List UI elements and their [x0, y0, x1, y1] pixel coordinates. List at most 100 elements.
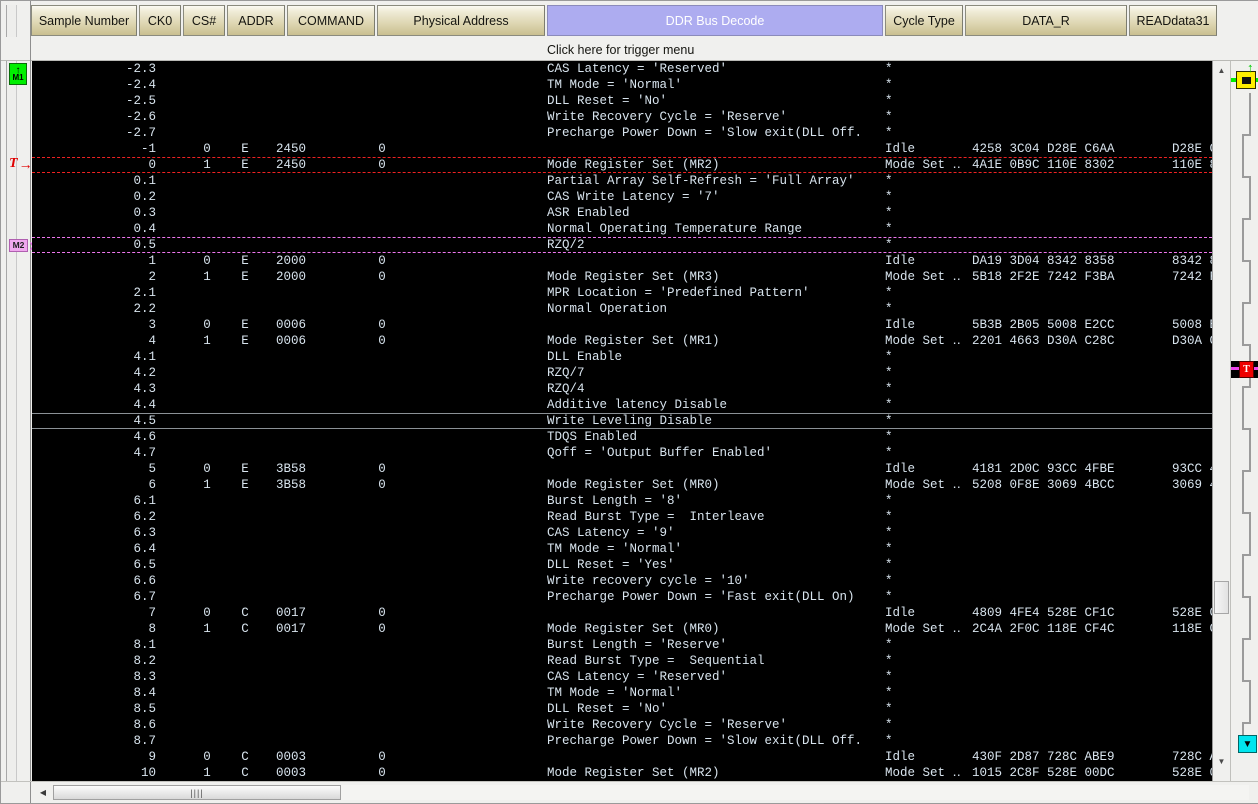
listing-row[interactable]: 6.6 Write recovery cycle = '10' *	[32, 573, 1212, 589]
vertical-scroll-thumb[interactable]	[1214, 581, 1229, 614]
cell-read: 118E CF	[1172, 622, 1212, 636]
scroll-left-button[interactable]: ◀	[39, 788, 47, 797]
listing-row[interactable]: -2.3 CAS Latency = 'Reserved' *	[32, 61, 1212, 77]
cell-sample: 8.3	[133, 670, 156, 684]
listing-row[interactable]: 4.7 Qoff = 'Output Buffer Enabled' *	[32, 445, 1212, 461]
column-header-ck0[interactable]: CK0	[139, 5, 181, 36]
listing-row[interactable]: 4.6 TDQS Enabled *	[32, 429, 1212, 445]
listing-row[interactable]: -2.4 TM Mode = 'Normal' *	[32, 77, 1212, 93]
listing-canvas[interactable]: -2.3 CAS Latency = 'Reserved' * -2.4 TM Mode…	[32, 61, 1212, 783]
cell-cycle: *	[885, 686, 893, 700]
listing-row[interactable]: 6 1 E 3B58 0 Mode Register Set (MR0) Mode Set …	[32, 477, 1212, 493]
cell-read: 5008 E2	[1172, 318, 1212, 332]
horizontal-scroll-thumb[interactable]: ||||	[53, 785, 341, 800]
trigger-menu-label[interactable]: Click here for trigger menu	[547, 43, 695, 57]
listing-row[interactable]: 2.2 Normal Operation *	[32, 301, 1212, 317]
listing-row[interactable]: 2.1 MPR Location = 'Predefined Pattern' *	[32, 285, 1212, 301]
listing-row[interactable]: 6.7 Precharge Power Down = 'Fast exit(DLL…	[32, 589, 1212, 605]
listing-row[interactable]: 8.6 Write Recovery Cycle = 'Reserve' *	[32, 717, 1212, 733]
column-header-data-r[interactable]: DATA_R	[965, 5, 1127, 36]
listing-row[interactable]: -2.7 Precharge Power Down = 'Slow exit(DL…	[32, 125, 1212, 141]
column-headers: Sample Number CK0 CS# ADDR COMMAND Physical A…	[31, 1, 1258, 41]
listing-row[interactable]: 8.5 DLL Reset = 'No' *	[32, 701, 1212, 717]
cell-cmd: 0	[378, 622, 386, 636]
m1-badge[interactable]: ↑ M1	[9, 63, 27, 85]
listing-row[interactable]: 0 1 E 2450 0 Mode Register Set (MR2) Mode Set …	[32, 157, 1212, 173]
listing-row[interactable]: 10 1 C 0003 0 Mode Register Set (MR2) Mode Set…	[32, 765, 1212, 781]
cell-cycle: Mode Set ‥	[885, 270, 961, 284]
cell-read: 93CC 4F	[1172, 462, 1212, 476]
cell-cmd: 0	[378, 158, 386, 172]
marker-trigger[interactable]: T →	[9, 156, 33, 172]
listing-row[interactable]: 0.5 RZQ/2 *	[32, 237, 1212, 253]
listing-row[interactable]: 7 0 C 0017 0 Idle 4809 4FE4 528E CF1C 528E CF	[32, 605, 1212, 621]
trigger-bar-gutter	[1, 41, 31, 61]
cell-sample: 4	[148, 334, 156, 348]
cell-addr: 2000	[275, 270, 306, 284]
cell-read: 8342 83	[1172, 254, 1212, 268]
listing-row[interactable]: 3 0 E 0006 0 Idle 5B3B 2B05 5008 E2CC 5008 E2	[32, 317, 1212, 333]
listing-row[interactable]: 6.5 DLL Reset = 'Yes' *	[32, 557, 1212, 573]
cell-cs: E	[241, 254, 249, 268]
listing-row[interactable]: 4 1 E 0006 0 Mode Register Set (MR1) Mode Set …	[32, 333, 1212, 349]
scroll-down-button[interactable]: ▼	[1214, 754, 1229, 769]
listing-row[interactable]: 8.2 Read Burst Type = Sequential *	[32, 653, 1212, 669]
listing-row[interactable]: 4.2 RZQ/7 *	[32, 365, 1212, 381]
overview-trigger-marker[interactable]: T	[1239, 361, 1254, 378]
listing-row[interactable]: -2.6 Write Recovery Cycle = 'Reserve' *	[32, 109, 1212, 125]
m2-badge[interactable]: M2	[9, 239, 28, 252]
listing-row[interactable]: 1 0 E 2000 0 Idle DA19 3D04 8342 8358 8342 83	[32, 253, 1212, 269]
listing-row[interactable]: 2 1 E 2000 0 Mode Register Set (MR3) Mode Set …	[32, 269, 1212, 285]
listing-row[interactable]: 4.5 Write Leveling Disable *	[32, 413, 1212, 429]
listing-row[interactable]: 0.2 CAS Write Latency = '7' *	[32, 189, 1212, 205]
listing-row[interactable]: 8.7 Precharge Power Down = 'Slow exit(DLL…	[32, 733, 1212, 749]
column-header-addr[interactable]: ADDR	[227, 5, 285, 36]
listing-row[interactable]: 4.4 Additive latency Disable *	[32, 397, 1212, 413]
column-header-cs[interactable]: CS#	[183, 5, 225, 36]
listing-row[interactable]: 9 0 C 0003 0 Idle 430F 2D87 728C ABE9 728C AB	[32, 749, 1212, 765]
listing-row[interactable]: -1 0 E 2450 0 Idle 4258 3C04 D28E C6AA D28E C6	[32, 141, 1212, 157]
marker-m1[interactable]: ↑ M1	[9, 63, 27, 85]
overview-track[interactable]: ↑ T ▼	[1231, 61, 1258, 771]
trigger-menu-bar[interactable]: Click here for trigger menu	[1, 41, 1258, 61]
column-header-ddr-bus-decode[interactable]: DDR Bus Decode	[547, 5, 883, 36]
column-header-command[interactable]: COMMAND	[287, 5, 375, 36]
cell-read: 3069 4B	[1172, 478, 1212, 492]
marker-gutter[interactable]: ↑ M1 T → M2 ➤	[1, 61, 39, 783]
overview-minimap[interactable]: ↑ T ▼	[1230, 61, 1258, 783]
cell-cycle: *	[885, 734, 893, 748]
cell-cycle: *	[885, 286, 893, 300]
listing-row[interactable]: 6.4 TM Mode = 'Normal' *	[32, 541, 1212, 557]
column-header-sample-number[interactable]: Sample Number	[31, 5, 137, 36]
listing-row[interactable]: 0.3 ASR Enabled *	[32, 205, 1212, 221]
overview-m1-marker[interactable]: ↑	[1236, 61, 1256, 89]
listing-row[interactable]: 4.3 RZQ/4 *	[32, 381, 1212, 397]
listing-row[interactable]: 6.2 Read Burst Type = Interleave *	[32, 509, 1212, 525]
cell-cs: C	[241, 766, 249, 780]
listing-row[interactable]: 8 1 C 0017 0 Mode Register Set (MR0) Mode Set …	[32, 621, 1212, 637]
trigger-t-label: T	[9, 156, 18, 171]
listing-row[interactable]: 5 0 E 3B58 0 Idle 4181 2D0C 93CC 4FBE 93CC 4F	[32, 461, 1212, 477]
scroll-up-button[interactable]: ▲	[1214, 63, 1229, 78]
cell-cycle: *	[885, 126, 893, 140]
column-header-readdata31[interactable]: READdata31	[1129, 5, 1217, 36]
listing-row[interactable]: 6.1 Burst Length = '8' *	[32, 493, 1212, 509]
overview-m2-marker[interactable]: ▼	[1238, 735, 1257, 753]
hscroll-track[interactable]: ||||	[53, 785, 1249, 800]
vertical-scrollbar[interactable]: ▲ ▼	[1212, 61, 1230, 783]
cell-cycle: *	[885, 190, 893, 204]
cell-cmd: 0	[378, 254, 386, 268]
cell-addr: 0006	[275, 318, 306, 332]
horizontal-scrollbar[interactable]: ◀ ||||	[1, 781, 1258, 803]
listing-row[interactable]: -2.5 DLL Reset = 'No' *	[32, 93, 1212, 109]
listing-row[interactable]: 8.4 TM Mode = 'Normal' *	[32, 685, 1212, 701]
cell-datar: 5208 0F8E 3069 4BCC	[972, 478, 1115, 492]
listing-row[interactable]: 6.3 CAS Latency = '9' *	[32, 525, 1212, 541]
listing-row[interactable]: 8.3 CAS Latency = 'Reserved' *	[32, 669, 1212, 685]
listing-row[interactable]: 0.4 Normal Operating Temperature Range *	[32, 221, 1212, 237]
listing-row[interactable]: 4.1 DLL Enable *	[32, 349, 1212, 365]
column-header-cycle-type[interactable]: Cycle Type	[885, 5, 963, 36]
column-header-physical-address[interactable]: Physical Address	[377, 5, 545, 36]
listing-row[interactable]: 0.1 Partial Array Self-Refresh = 'Full Ar…	[32, 173, 1212, 189]
listing-row[interactable]: 8.1 Burst Length = 'Reserve' *	[32, 637, 1212, 653]
